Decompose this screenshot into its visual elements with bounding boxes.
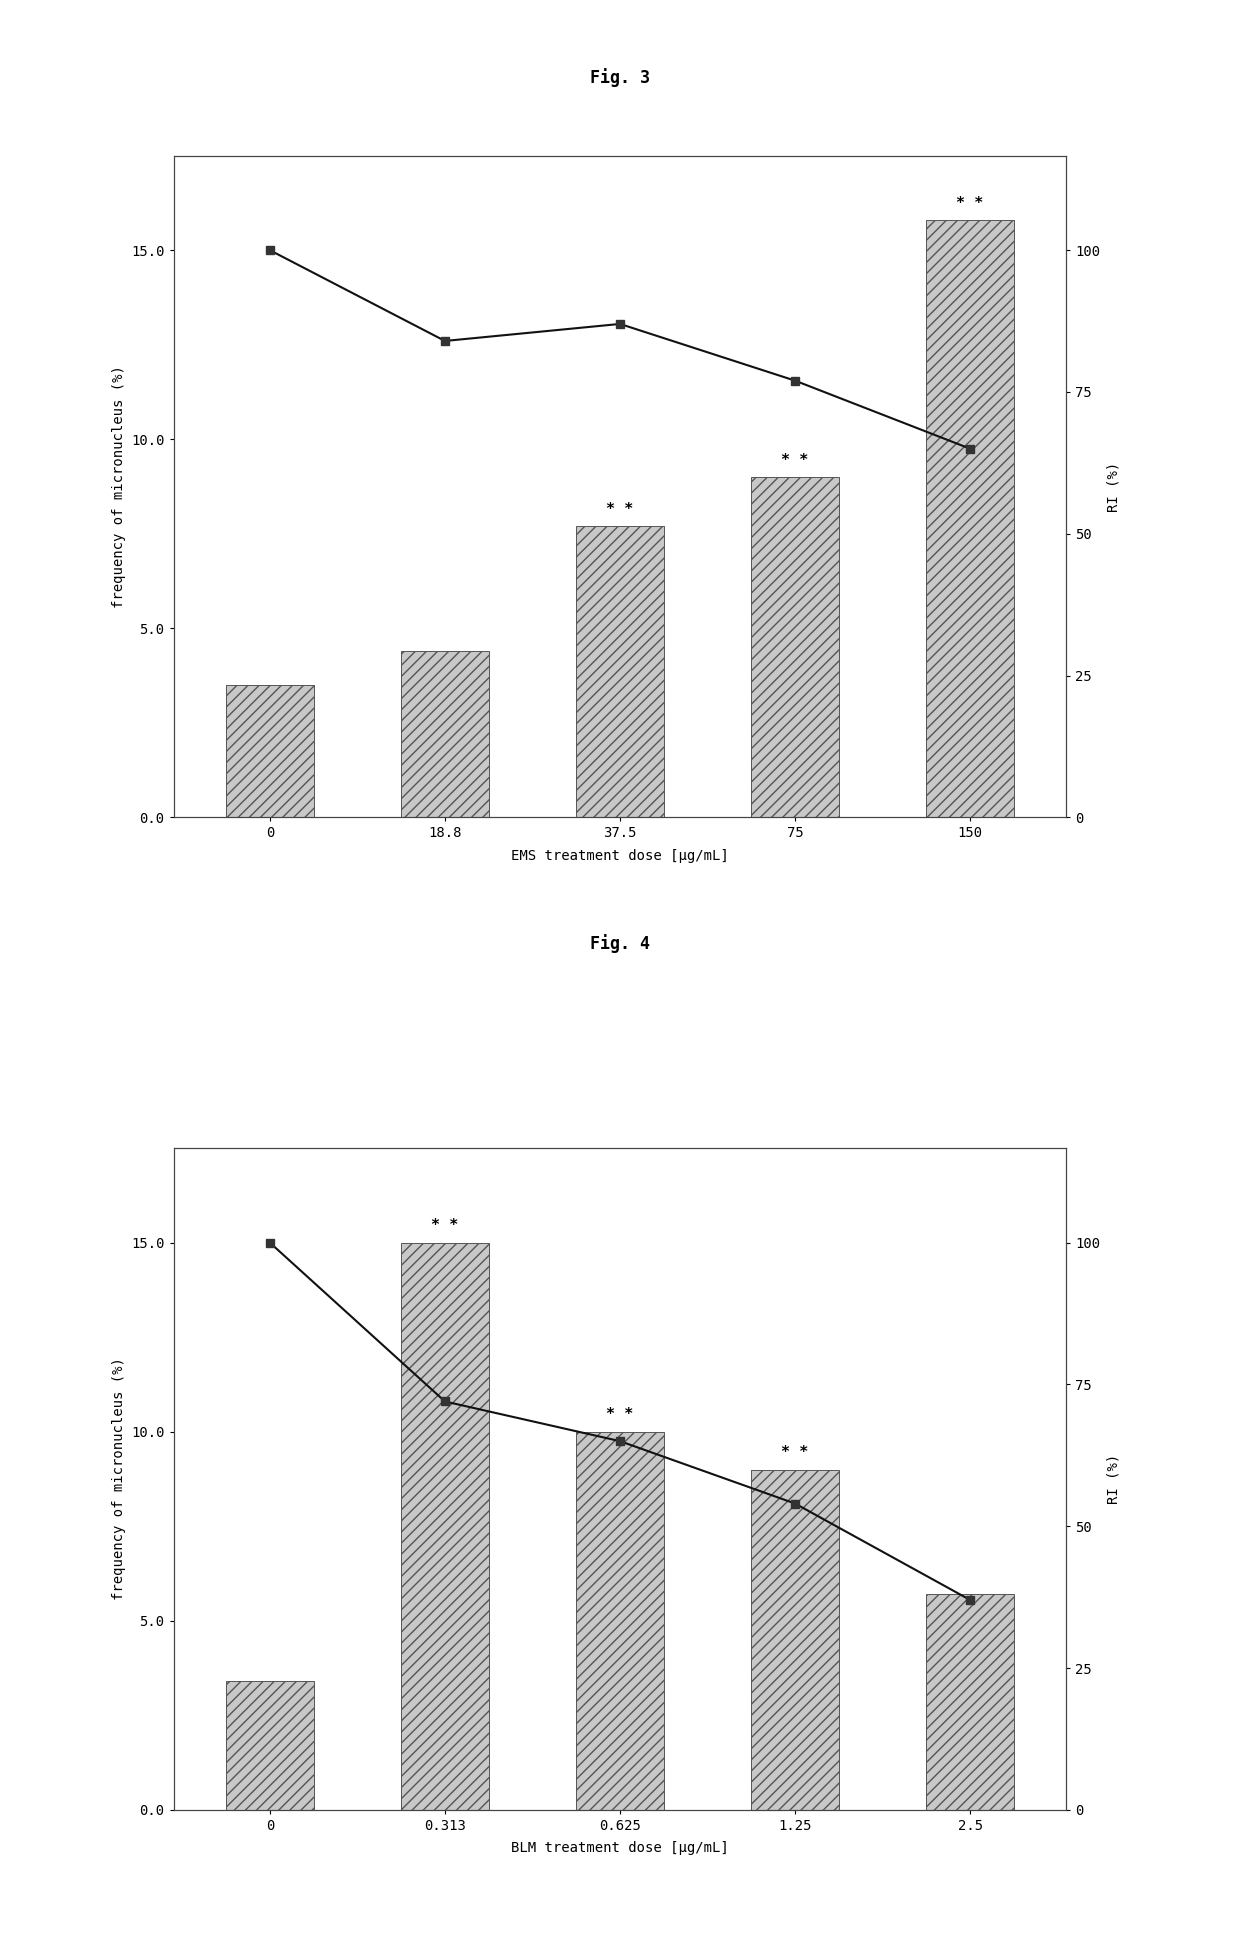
Y-axis label: frequency of micronucleus (%): frequency of micronucleus (%) [112,366,125,607]
Bar [402,652,489,817]
Bar [926,220,1014,817]
Text: * *: * * [606,502,634,518]
Text: Fig. 3: Fig. 3 [590,68,650,88]
Bar [751,477,838,817]
X-axis label: EMS treatment dose [μg/mL]: EMS treatment dose [μg/mL] [511,848,729,862]
Text: * *: * * [606,1407,634,1423]
Text: * *: * * [956,195,983,210]
Bar [926,1594,1014,1810]
Bar [402,1243,489,1810]
Bar [751,1469,838,1810]
Text: * *: * * [432,1218,459,1234]
Y-axis label: RI (%): RI (%) [1106,461,1120,512]
Text: Fig. 4: Fig. 4 [590,934,650,954]
Bar [226,685,314,817]
X-axis label: BLM treatment dose [μg/mL]: BLM treatment dose [μg/mL] [511,1841,729,1855]
Bar [226,1681,314,1810]
Bar [577,525,663,817]
Text: * *: * * [781,1446,808,1460]
Y-axis label: RI (%): RI (%) [1106,1454,1120,1504]
Text: * *: * * [781,453,808,467]
Y-axis label: frequency of micronucleus (%): frequency of micronucleus (%) [112,1358,125,1600]
Bar [577,1432,663,1810]
